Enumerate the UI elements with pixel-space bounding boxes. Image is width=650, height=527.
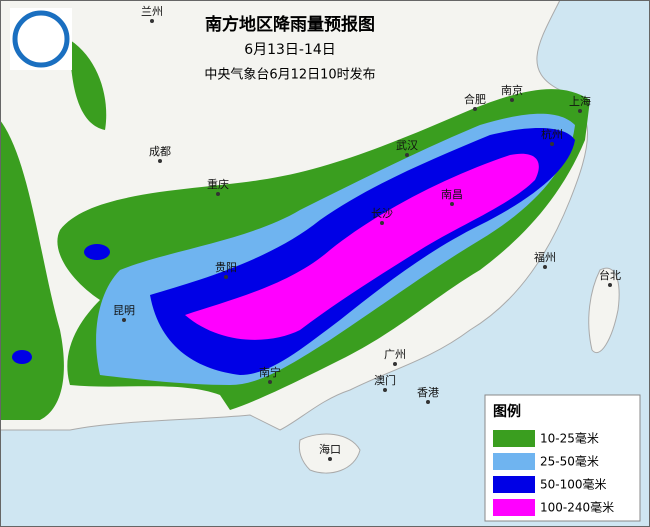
hainan [298,433,361,474]
city-label: 澳门 [374,373,396,387]
city-dot [550,142,554,146]
city-label: 兰州 [141,5,163,18]
city-dot [578,109,582,113]
city-label: 合肥 [464,92,486,106]
city-dot [510,98,514,102]
city-label: 南昌 [441,188,463,201]
city-dot [122,318,126,322]
city-label: 上海 [569,94,591,108]
city-label: 成都 [149,145,171,158]
city-dot [393,362,397,366]
legend-label: 100-240毫米 [540,500,614,515]
logo-bg [10,8,72,70]
city-dot [405,153,409,157]
city-label: 武汉 [396,139,418,152]
city-label: 长沙 [371,207,393,220]
city-dot [158,159,162,163]
city-dot [543,265,547,269]
city-label: 南宁 [259,365,281,379]
city-dot [328,457,332,461]
city-dot [426,400,430,404]
city-label: 贵阳 [215,261,237,274]
rain-10-25 [0,120,64,420]
city-label: 海口 [319,442,341,456]
city-dot [224,275,228,279]
city-dot [150,19,154,23]
city-dot [473,107,477,111]
city-label: 南京 [501,83,523,97]
legend-swatch [493,453,535,470]
rain-100-240 [185,153,539,340]
rainfall-areas [0,40,591,420]
city-dot [608,283,612,287]
city-label: 重庆 [207,177,229,191]
city-label: 杭州 [541,127,563,141]
rain-10-25 [70,40,107,130]
legend-swatch [493,499,535,516]
legend-label: 10-25毫米 [540,431,599,446]
rain-50-100 [84,244,110,260]
city-label: 香港 [417,386,439,399]
city-label: 昆明 [113,304,135,317]
logo [12,10,70,68]
city-dot [216,192,220,196]
city-label: 广州 [384,348,406,361]
legend: 10-25毫米 25-50毫米 50-100毫米 100-240毫米 [493,430,614,516]
issuer: 中央气象台6月12日10时发布 [204,67,375,83]
city-label: 福州 [534,250,556,264]
legend-swatch [493,476,535,493]
legend-title: 图例 [493,403,521,420]
legend-label: 25-50毫米 [540,454,599,469]
subtitle: 6月13日-14日 [244,42,336,58]
city-dot [383,388,387,392]
city-dot [380,221,384,225]
legend-swatch [493,430,535,447]
city-dot [268,380,272,384]
title: 南方地区降雨量预报图 [205,14,375,35]
city-label: 台北 [599,268,621,282]
taiwan [588,267,620,353]
city-dot [450,202,454,206]
legend-label: 50-100毫米 [540,477,607,492]
rain-50-100 [12,350,32,364]
